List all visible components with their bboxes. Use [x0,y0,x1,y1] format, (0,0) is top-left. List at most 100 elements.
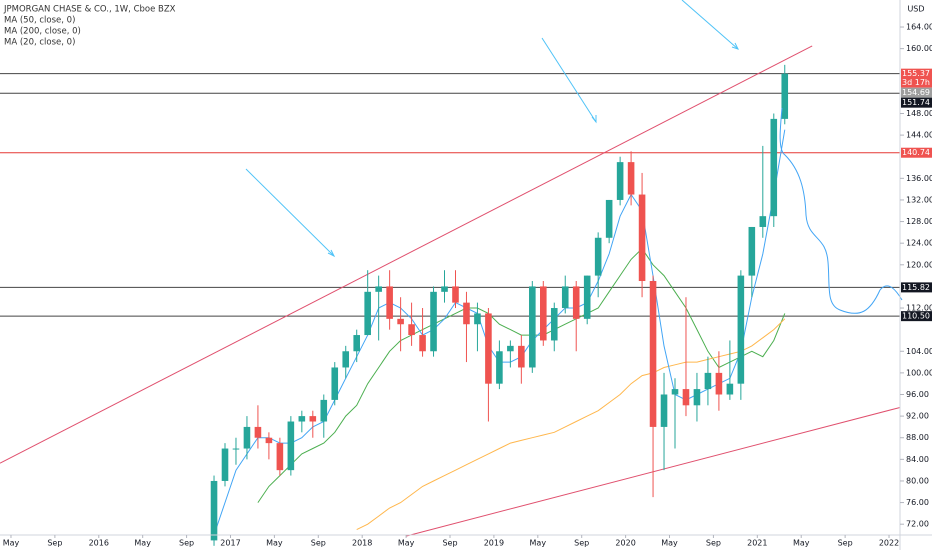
legend: JPMORGAN CHASE & CO., 1W, Cboe BZX MA (5… [3,5,176,48]
y-tick-label: 160.00 [906,44,932,53]
candle-body [364,291,371,336]
candle-body [748,226,756,276]
candle-body [232,448,240,450]
y-tick-label: 132.00 [906,195,932,204]
price-label-bg [901,87,932,98]
candle-body [485,313,492,384]
arrow-head [327,249,336,258]
arrow [681,0,739,50]
arrow [541,37,597,123]
y-tick-label: 124.00 [906,239,932,248]
countdown-label: 3d 17h [902,78,930,87]
price-label: 155.37 [902,69,930,78]
y-tick-label: 96.00 [906,390,929,399]
y-tick-label: 164.00 [906,23,932,32]
candle-body [529,286,536,368]
x-tick-label: May [134,539,151,548]
price-label: 110.50 [902,312,930,321]
candle-body [331,367,339,400]
candle-body [265,437,273,444]
x-tick-label: Sep [838,539,853,548]
chart-title: JPMORGAN CHASE & CO., 1W, Cboe BZX [3,5,176,15]
candle-body [386,286,393,319]
candle-body [671,389,679,395]
candle-body [704,372,712,390]
x-tick-label: Sep [706,539,721,548]
legend-entry: MA (20, close, 0) [4,38,75,48]
y-tick-label: 80.00 [906,476,929,485]
candle-body [572,286,580,319]
x-tick-label: 2019 [484,539,504,548]
x-tick-label: Sep [47,539,62,548]
candle-body [682,389,690,406]
x-tick-label: Sep [311,539,326,548]
price-label-bg [901,311,932,322]
candle-body [561,286,569,309]
candle-body [353,335,360,352]
x-tick-label: 2020 [615,539,635,548]
x-tick-label: May [398,539,415,548]
candle-body [474,313,481,325]
y-tick-label: 72.00 [906,520,929,529]
price-label-bg [901,282,932,293]
price-label: 140.74 [902,148,930,157]
candle-body [408,324,415,336]
candle-body [550,308,558,341]
x-tick-label: Sep [442,539,457,548]
candle-body [276,443,284,471]
trendline [0,45,813,464]
x-tick-label: May [3,539,20,548]
candle-body [430,291,437,352]
x-tick-label: 2022 [879,539,899,548]
price-label: 151.74 [902,98,930,107]
moving-average [356,318,786,531]
candle-body [715,372,723,395]
arrow [245,168,335,257]
y-tick-label: 144.00 [906,131,932,140]
x-tick-label: 2017 [220,539,240,548]
candle-body [397,318,404,325]
candle-body [507,345,514,352]
candle-body [254,426,262,438]
candle-body [309,416,317,422]
y-tick-label: 128.00 [906,217,932,226]
plot-area [0,45,901,546]
candle-body [638,194,646,282]
candle-body [298,416,306,422]
candle-body [320,399,328,422]
candle-body [627,162,635,195]
y-tick-label: 100.00 [906,368,932,377]
y-tick-label: 120.00 [906,260,932,269]
candle-body [463,302,470,325]
price-label-bg [901,68,932,88]
candle-body [375,286,382,292]
candle-body [649,281,657,427]
candle-body [210,480,218,541]
candle-body [496,351,503,384]
candle-body [441,286,448,292]
candle-body [616,162,624,200]
candle-body [594,237,602,276]
price-label: 154.69 [902,88,930,97]
arrow-head [731,42,739,50]
x-tick-label: May [661,539,678,548]
y-tick-label: 112.00 [906,304,932,313]
candle-body [605,199,613,238]
candle-body [583,275,591,319]
candle-body [221,448,229,481]
legend-entry: MA (200, close, 0) [4,27,81,37]
x-tick-label: 2016 [89,539,109,548]
candle-body [540,286,547,341]
candle-body [781,73,789,119]
drawings [245,0,903,314]
x-tick-label: Sep [574,539,589,548]
currency-label: USD [907,5,924,14]
legend-entry: MA (50, close, 0) [4,16,75,26]
y-tick-label: 92.00 [906,412,929,421]
y-tick-label: 136.00 [906,174,932,183]
y-tick-label: 104.00 [906,347,932,356]
x-tick-label: 2018 [352,539,372,548]
candle-body [518,345,525,368]
y-tick-label: 84.00 [906,455,929,464]
